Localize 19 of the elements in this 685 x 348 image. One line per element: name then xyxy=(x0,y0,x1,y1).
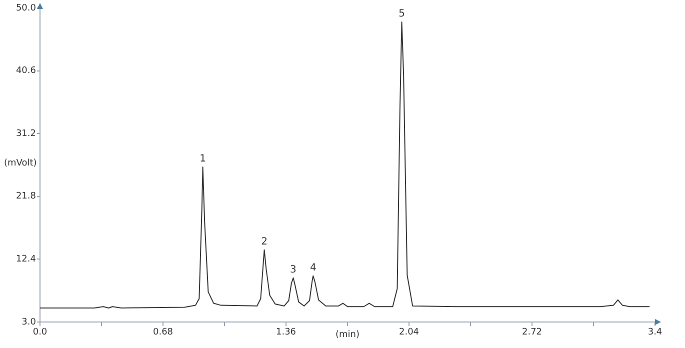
y-tick-label: 3.0 xyxy=(22,317,36,328)
x-tick-label: 0.68 xyxy=(152,328,174,338)
y-tick-label: 12.4 xyxy=(16,254,36,265)
x-tick-label: 3.4 xyxy=(648,328,662,338)
annotation: 1 xyxy=(200,154,206,165)
annotation: 3 xyxy=(290,264,296,276)
y-tick-label: 31.2 xyxy=(16,128,36,139)
x-tick-label: 2.72 xyxy=(522,328,542,338)
x-tick-label: 0.0 xyxy=(32,328,48,338)
x-tick-label: 1.36 xyxy=(276,328,296,338)
x-axis-title: (min) xyxy=(336,330,360,340)
annotation: 2 xyxy=(261,236,268,248)
y-tick-label: 40.6 xyxy=(16,66,36,76)
y-tick-label: 50.0 xyxy=(16,3,36,14)
x-tick-label: 2.04 xyxy=(398,328,420,338)
y-axis-title: (mVolt) xyxy=(4,158,37,168)
annotation: 5 xyxy=(398,8,405,20)
y-tick-label: 21.8 xyxy=(16,192,36,202)
annotation: 4 xyxy=(310,262,316,274)
